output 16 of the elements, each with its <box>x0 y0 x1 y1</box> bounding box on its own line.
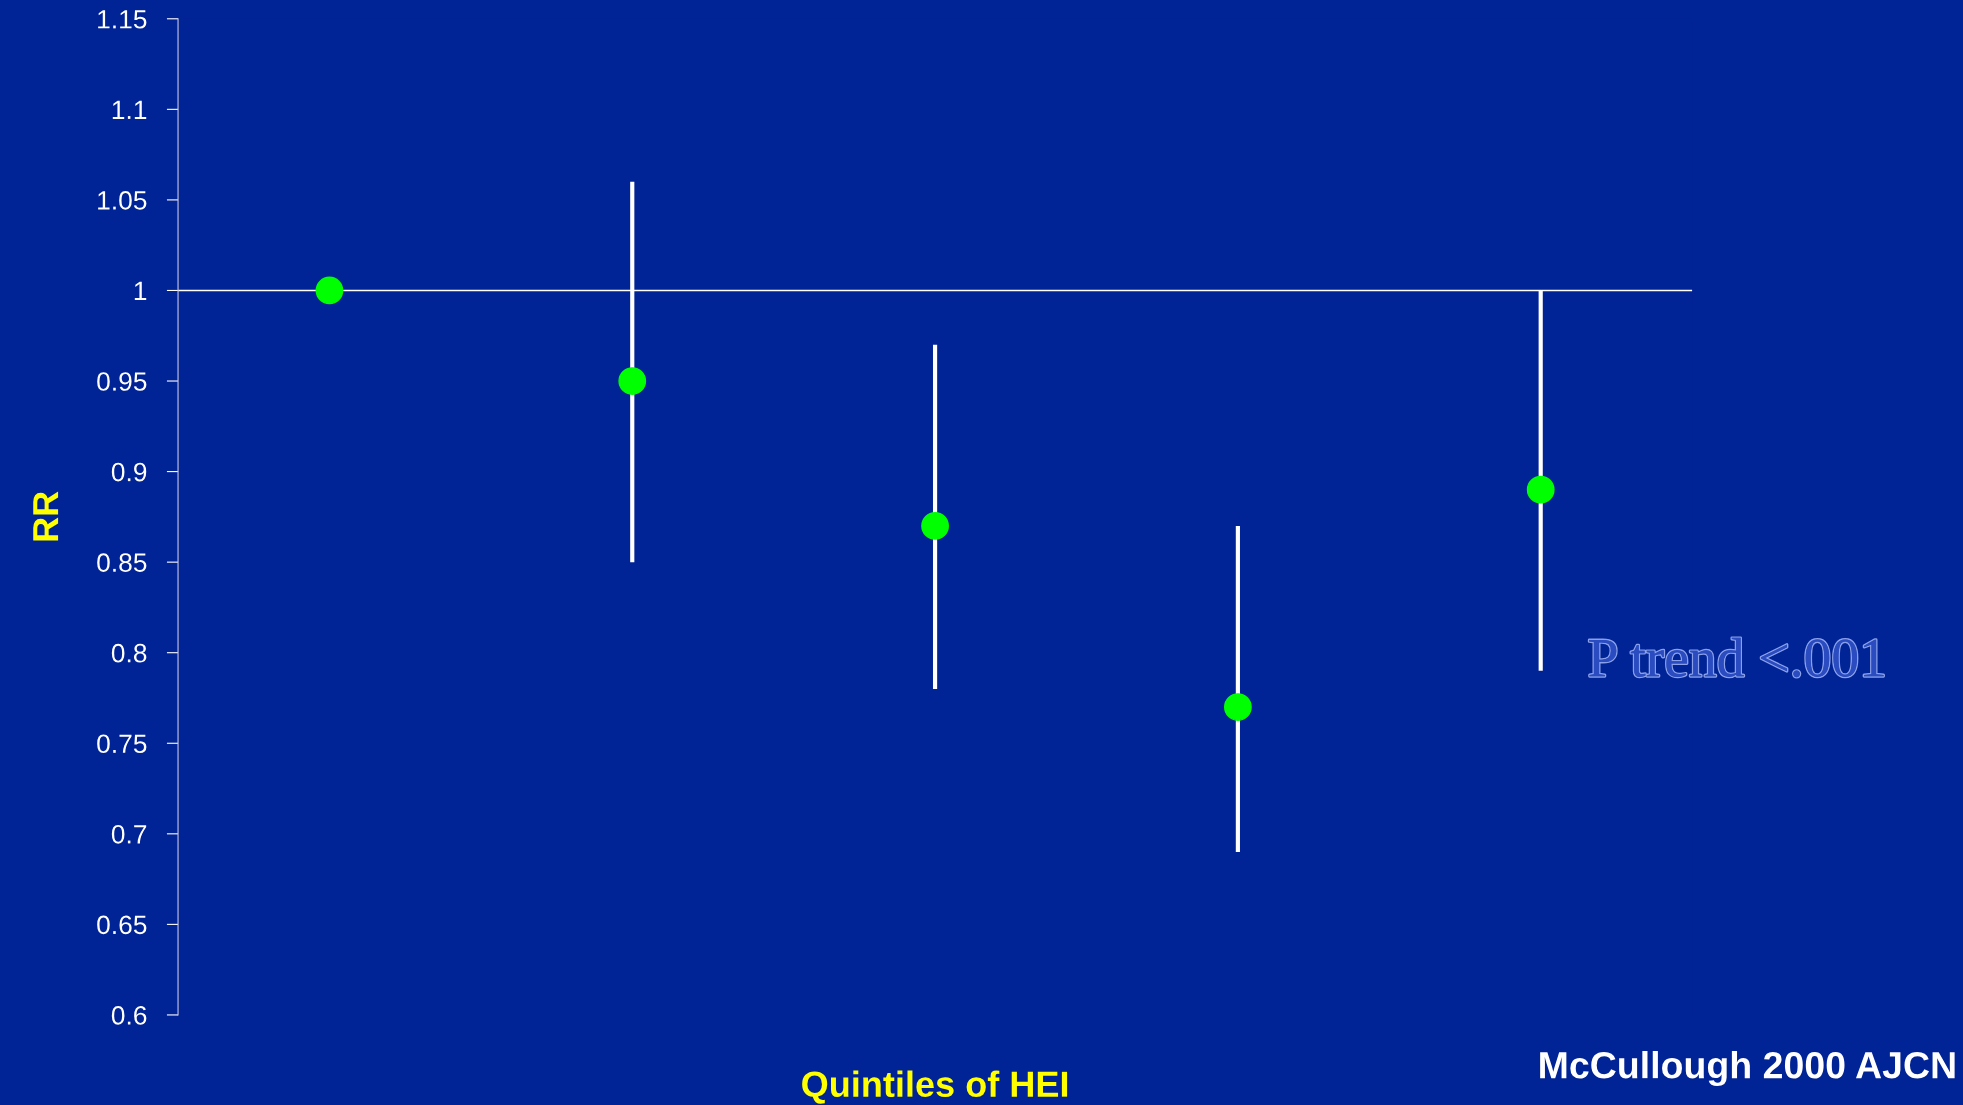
y-tick-label: 0.95 <box>97 372 147 391</box>
y-tick-label: 1.15 <box>98 10 147 29</box>
y-tick-label: 0.7 <box>111 824 147 844</box>
y-tick-label: 0.75 <box>97 734 147 754</box>
y-tick-label: 0.9 <box>111 462 147 482</box>
text: McCullough 2000 AJCN <box>1540 1050 1955 1087</box>
x-axis-title: Quintiles of HEI <box>802 1070 1068 1104</box>
annotation: P trend <.001 <box>1589 637 1884 678</box>
y-tick-label: 0.65 <box>97 915 147 935</box>
y-tick-label: 0.85 <box>97 553 147 572</box>
y-axis-title: RR <box>33 491 59 541</box>
y-tick-label: 1.1 <box>112 100 147 119</box>
y-tick-label: 0.8 <box>111 643 147 663</box>
y-tick-label: 1.05 <box>98 191 147 210</box>
y-tick-label: 1 <box>134 281 147 301</box>
y-tick-label: 0.6 <box>111 1006 147 1025</box>
